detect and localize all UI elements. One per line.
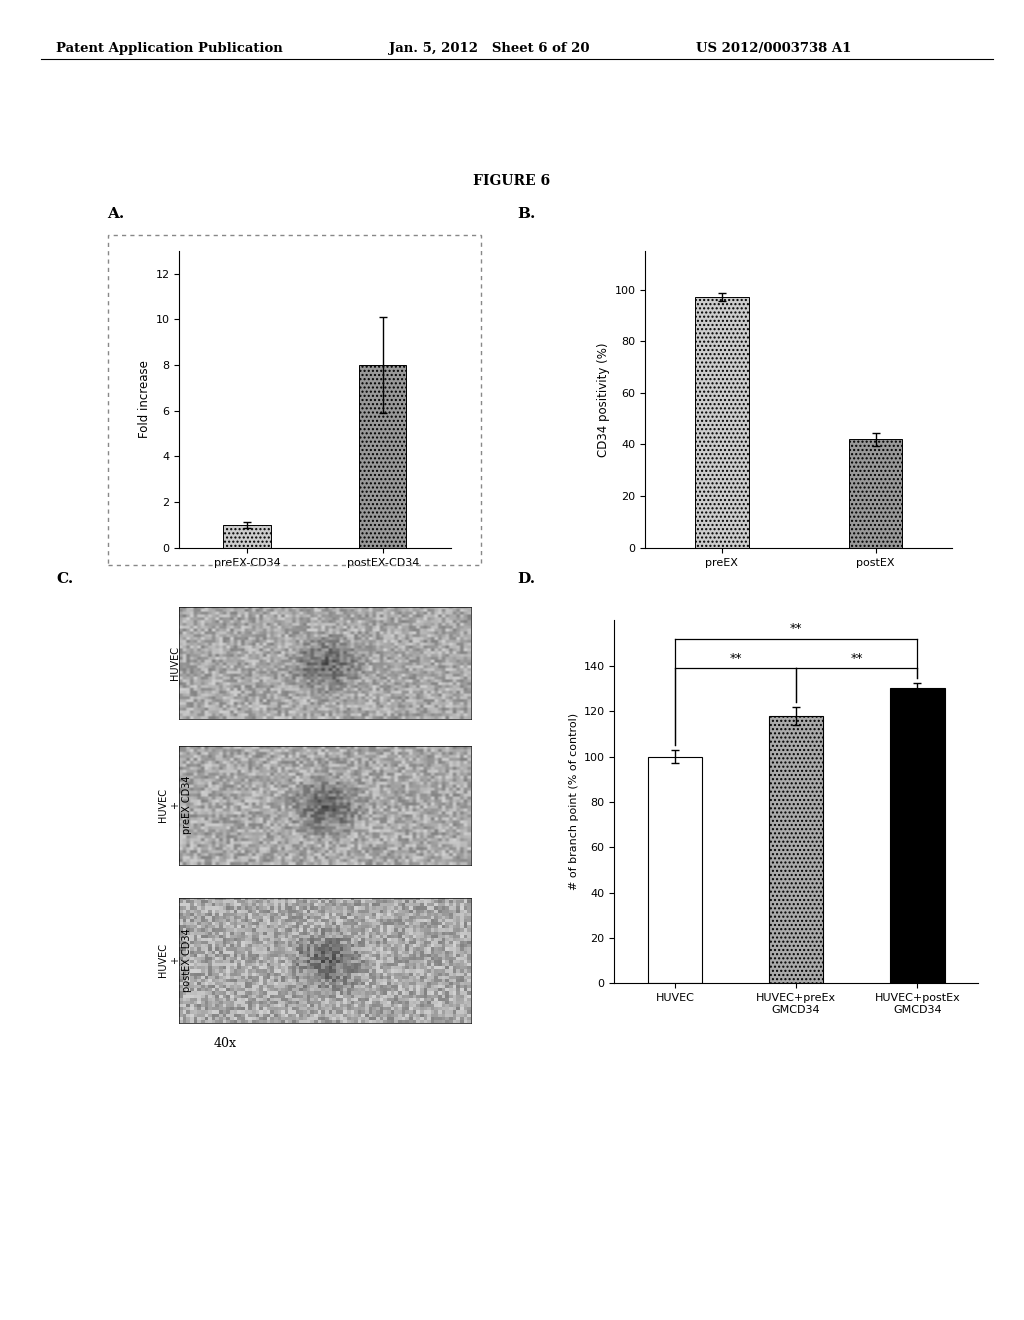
Y-axis label: # of branch point (% of control): # of branch point (% of control)	[569, 713, 580, 891]
Text: C.: C.	[56, 573, 74, 586]
Bar	[223, 525, 270, 548]
Y-axis label: HUVEC
+
postEX CD34: HUVEC + postEX CD34	[159, 928, 191, 993]
Bar	[769, 715, 823, 983]
Text: A.: A.	[108, 207, 125, 220]
Text: Patent Application Publication: Patent Application Publication	[56, 42, 283, 55]
Text: B.: B.	[517, 207, 536, 220]
Text: **: **	[790, 622, 803, 635]
Bar	[890, 689, 944, 983]
Text: **: **	[729, 652, 741, 665]
Text: D.: D.	[517, 573, 536, 586]
Bar	[695, 297, 749, 548]
Bar	[849, 440, 902, 548]
Y-axis label: HUVEC
+
preEX CD34: HUVEC + preEX CD34	[159, 776, 191, 834]
Y-axis label: Fold increase: Fold increase	[138, 360, 152, 438]
Y-axis label: CD34 positivity (%): CD34 positivity (%)	[597, 342, 610, 457]
Text: US 2012/0003738 A1: US 2012/0003738 A1	[696, 42, 852, 55]
Text: **: **	[851, 652, 863, 665]
Text: FIGURE 6: FIGURE 6	[473, 174, 551, 187]
Bar	[648, 756, 702, 983]
Y-axis label: HUVEC: HUVEC	[170, 647, 180, 680]
Text: Jan. 5, 2012   Sheet 6 of 20: Jan. 5, 2012 Sheet 6 of 20	[389, 42, 590, 55]
Text: 40x: 40x	[214, 1036, 237, 1049]
Bar	[359, 366, 407, 548]
